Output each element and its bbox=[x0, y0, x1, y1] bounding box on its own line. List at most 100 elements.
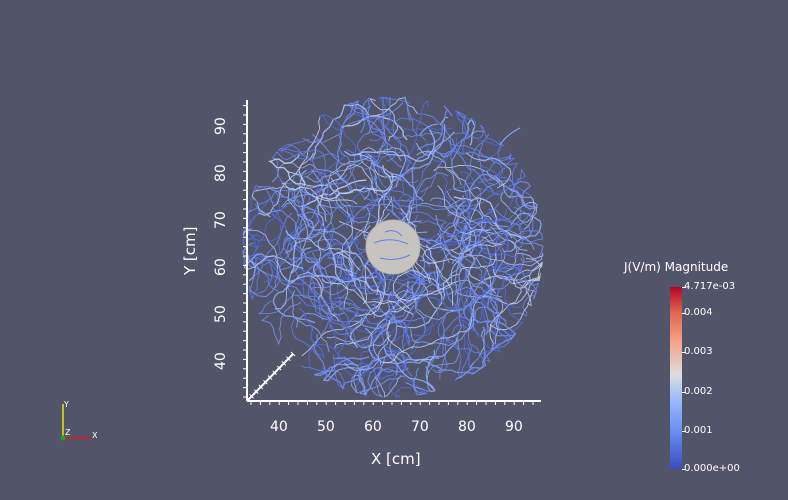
streamline bbox=[459, 171, 475, 228]
streamline bbox=[405, 295, 459, 347]
streamline bbox=[392, 117, 442, 159]
streamline bbox=[317, 184, 344, 284]
streamline bbox=[271, 135, 323, 185]
streamline bbox=[456, 253, 492, 298]
streamline bbox=[505, 277, 540, 292]
streamline bbox=[372, 300, 396, 365]
streamline bbox=[345, 174, 381, 229]
axis-tickmark bbox=[286, 356, 291, 362]
streamline bbox=[353, 113, 396, 131]
streamline bbox=[410, 195, 465, 210]
axis-tickmark bbox=[281, 361, 287, 366]
axis-tickmark bbox=[249, 393, 254, 399]
streamline bbox=[429, 197, 459, 243]
streamline bbox=[272, 246, 316, 324]
x-tick-label: 50 bbox=[317, 419, 335, 435]
streamline bbox=[509, 187, 538, 210]
streamline bbox=[306, 237, 361, 271]
streamline bbox=[344, 129, 436, 162]
streamline bbox=[454, 235, 470, 296]
streamline bbox=[283, 191, 304, 262]
streamline bbox=[398, 100, 429, 208]
orientation-z-label: Z bbox=[65, 428, 71, 437]
streamline bbox=[268, 154, 306, 186]
streamline bbox=[362, 151, 401, 171]
streamline bbox=[416, 105, 453, 151]
orientation-y-label: Y bbox=[64, 400, 69, 409]
streamline bbox=[440, 223, 514, 312]
streamline bbox=[393, 196, 465, 211]
streamline bbox=[464, 117, 476, 146]
streamline bbox=[330, 177, 357, 275]
axis-tickmark bbox=[276, 365, 282, 371]
streamline bbox=[242, 228, 279, 270]
streamline bbox=[469, 252, 544, 267]
streamline bbox=[333, 311, 391, 334]
streamline bbox=[451, 243, 504, 255]
streamline bbox=[374, 165, 393, 241]
streamline bbox=[400, 208, 454, 307]
colorbar-title: J(V/m) Magnitude bbox=[624, 260, 729, 274]
streamline bbox=[379, 254, 411, 260]
streamline bbox=[499, 127, 521, 146]
streamline bbox=[321, 114, 382, 160]
streamline bbox=[489, 289, 534, 330]
streamline bbox=[311, 252, 341, 286]
streamline bbox=[447, 168, 526, 217]
streamline bbox=[382, 345, 436, 392]
streamline bbox=[356, 367, 426, 396]
colorbar-gradient bbox=[670, 287, 682, 469]
streamline bbox=[367, 367, 409, 398]
streamline bbox=[360, 267, 425, 349]
streamline bbox=[382, 317, 472, 364]
streamline bbox=[377, 96, 418, 116]
streamline bbox=[444, 173, 501, 243]
streamline bbox=[278, 138, 338, 161]
streamline bbox=[274, 271, 348, 310]
streamline bbox=[405, 258, 426, 298]
streamline bbox=[431, 218, 509, 252]
streamline bbox=[489, 275, 531, 351]
streamline bbox=[279, 148, 326, 179]
streamline bbox=[480, 164, 514, 220]
streamline bbox=[465, 152, 512, 189]
y-tick-label: 70 bbox=[213, 211, 229, 229]
orientation-x-label: X bbox=[92, 431, 98, 440]
streamline bbox=[433, 165, 523, 198]
streamline bbox=[372, 109, 386, 165]
streamline bbox=[275, 185, 306, 289]
streamline bbox=[354, 304, 415, 330]
axis-tickmarks bbox=[243, 105, 534, 405]
streamline bbox=[402, 220, 456, 240]
streamline bbox=[356, 240, 420, 281]
streamline bbox=[426, 240, 519, 268]
streamline bbox=[371, 162, 424, 202]
streamline bbox=[404, 96, 426, 141]
streamline bbox=[306, 291, 360, 376]
streamline bbox=[473, 273, 524, 364]
axis-tickmark bbox=[272, 370, 277, 376]
streamline bbox=[400, 172, 449, 202]
streamline bbox=[446, 190, 503, 246]
colorbar-tickmark bbox=[682, 287, 686, 288]
streamline bbox=[452, 324, 473, 381]
colorbar-label-min: 0.000e+00 bbox=[684, 463, 740, 474]
colorbar-label: 0.001 bbox=[684, 425, 713, 436]
streamline bbox=[309, 252, 343, 321]
streamline bbox=[425, 137, 458, 162]
streamline bbox=[500, 193, 538, 223]
streamline bbox=[307, 269, 358, 326]
streamline bbox=[300, 179, 367, 207]
streamline bbox=[386, 320, 440, 362]
streamline bbox=[477, 139, 505, 158]
x-tick-label: 90 bbox=[505, 419, 523, 435]
streamline bbox=[326, 183, 374, 219]
streamline bbox=[322, 331, 390, 381]
streamline bbox=[379, 96, 454, 131]
streamline bbox=[334, 353, 396, 397]
streamline bbox=[415, 164, 431, 214]
streamline bbox=[377, 318, 428, 379]
colorbar-label: 0.003 bbox=[684, 346, 713, 357]
